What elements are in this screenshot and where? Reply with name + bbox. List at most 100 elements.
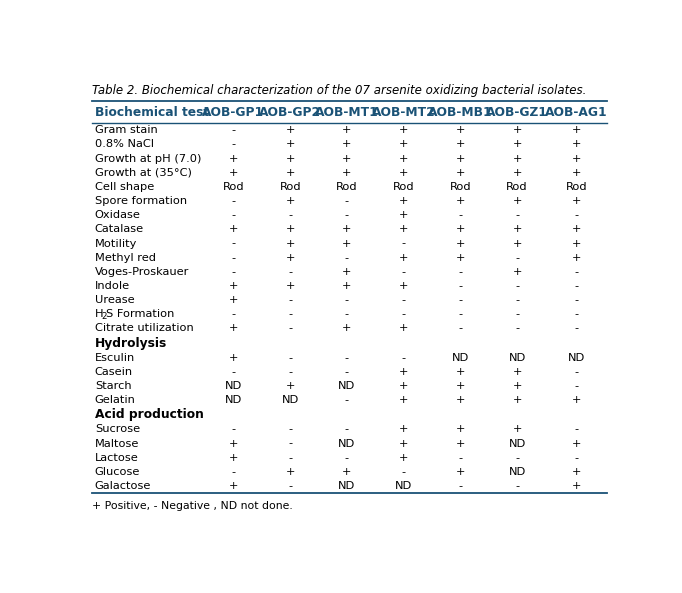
Text: -: - (515, 253, 519, 263)
Text: +: + (342, 224, 352, 234)
Text: +: + (512, 196, 522, 206)
Text: -: - (515, 310, 519, 319)
Text: Rod: Rod (222, 182, 244, 192)
Text: -: - (515, 323, 519, 333)
Text: +: + (228, 168, 238, 178)
Text: ND: ND (225, 381, 242, 391)
Text: Maltose: Maltose (95, 439, 139, 448)
Text: +: + (228, 295, 238, 305)
Text: +: + (456, 196, 465, 206)
Text: Acid production: Acid production (95, 408, 204, 421)
Text: Voges-Proskauer: Voges-Proskauer (95, 267, 189, 277)
Text: -: - (574, 452, 578, 463)
Text: -: - (231, 253, 235, 263)
Text: ND: ND (509, 439, 526, 448)
Text: +: + (342, 168, 352, 178)
Text: -: - (231, 211, 235, 220)
Text: +: + (456, 395, 465, 405)
Text: -: - (458, 211, 462, 220)
Text: -: - (402, 353, 406, 363)
Text: +: + (399, 381, 409, 391)
Text: Glucose: Glucose (95, 467, 140, 477)
Text: +: + (512, 154, 522, 164)
Text: Rod: Rod (280, 182, 301, 192)
Text: Spore formation: Spore formation (95, 196, 187, 206)
Text: -: - (288, 295, 293, 305)
Text: +: + (456, 467, 465, 477)
Text: -: - (288, 425, 293, 434)
Text: -: - (231, 125, 235, 135)
Text: 0.8% NaCl: 0.8% NaCl (95, 139, 153, 149)
Text: +: + (572, 238, 581, 248)
Text: Gelatin: Gelatin (95, 395, 136, 405)
Text: -: - (458, 323, 462, 333)
Text: +: + (228, 439, 238, 448)
Text: +: + (399, 425, 409, 434)
Text: +: + (572, 139, 581, 149)
Text: -: - (345, 395, 349, 405)
Text: -: - (288, 267, 293, 277)
Text: +: + (512, 395, 522, 405)
Text: + Positive, - Negative , ND not done.: + Positive, - Negative , ND not done. (91, 501, 293, 511)
Text: +: + (399, 168, 409, 178)
Text: +: + (512, 125, 522, 135)
Text: AOB-MT2: AOB-MT2 (372, 106, 436, 119)
Text: +: + (286, 281, 295, 291)
Text: -: - (515, 281, 519, 291)
Text: Citrate utilization: Citrate utilization (95, 323, 194, 333)
Text: -: - (515, 481, 519, 491)
Text: ND: ND (451, 353, 469, 363)
Text: -: - (402, 267, 406, 277)
Text: +: + (399, 367, 409, 377)
Text: Rod: Rod (393, 182, 415, 192)
Text: +: + (399, 395, 409, 405)
Text: -: - (574, 367, 578, 377)
Text: -: - (345, 253, 349, 263)
Text: -: - (231, 196, 235, 206)
Text: +: + (572, 224, 581, 234)
Text: +: + (456, 439, 465, 448)
Text: -: - (458, 295, 462, 305)
Text: +: + (342, 154, 352, 164)
Text: +: + (342, 267, 352, 277)
Text: +: + (572, 467, 581, 477)
Text: Sucrose: Sucrose (95, 425, 140, 434)
Text: AOB-GZ1: AOB-GZ1 (486, 106, 548, 119)
Text: -: - (574, 310, 578, 319)
Text: H: H (95, 310, 104, 319)
Text: +: + (572, 168, 581, 178)
Text: Methyl red: Methyl red (95, 253, 155, 263)
Text: Cell shape: Cell shape (95, 182, 154, 192)
Text: +: + (342, 238, 352, 248)
Text: -: - (574, 211, 578, 220)
Text: -: - (515, 452, 519, 463)
Text: +: + (572, 481, 581, 491)
Text: +: + (399, 439, 409, 448)
Text: -: - (515, 211, 519, 220)
Text: +: + (399, 154, 409, 164)
Text: -: - (288, 439, 293, 448)
Text: -: - (515, 295, 519, 305)
Text: +: + (228, 353, 238, 363)
Text: -: - (402, 310, 406, 319)
Text: +: + (399, 452, 409, 463)
Text: +: + (286, 253, 295, 263)
Text: AOB-GP2: AOB-GP2 (259, 106, 321, 119)
Text: -: - (574, 267, 578, 277)
Text: Oxidase: Oxidase (95, 211, 140, 220)
Text: -: - (288, 452, 293, 463)
Text: -: - (345, 452, 349, 463)
Text: +: + (399, 253, 409, 263)
Text: +: + (456, 253, 465, 263)
Text: Galactose: Galactose (95, 481, 151, 491)
Text: +: + (456, 381, 465, 391)
Text: +: + (342, 139, 352, 149)
Text: +: + (512, 367, 522, 377)
Text: AOB-MB1: AOB-MB1 (428, 106, 493, 119)
Text: +: + (228, 481, 238, 491)
Text: Catalase: Catalase (95, 224, 144, 234)
Text: Casein: Casein (95, 367, 133, 377)
Text: -: - (458, 481, 462, 491)
Text: +: + (228, 452, 238, 463)
Text: +: + (342, 467, 352, 477)
